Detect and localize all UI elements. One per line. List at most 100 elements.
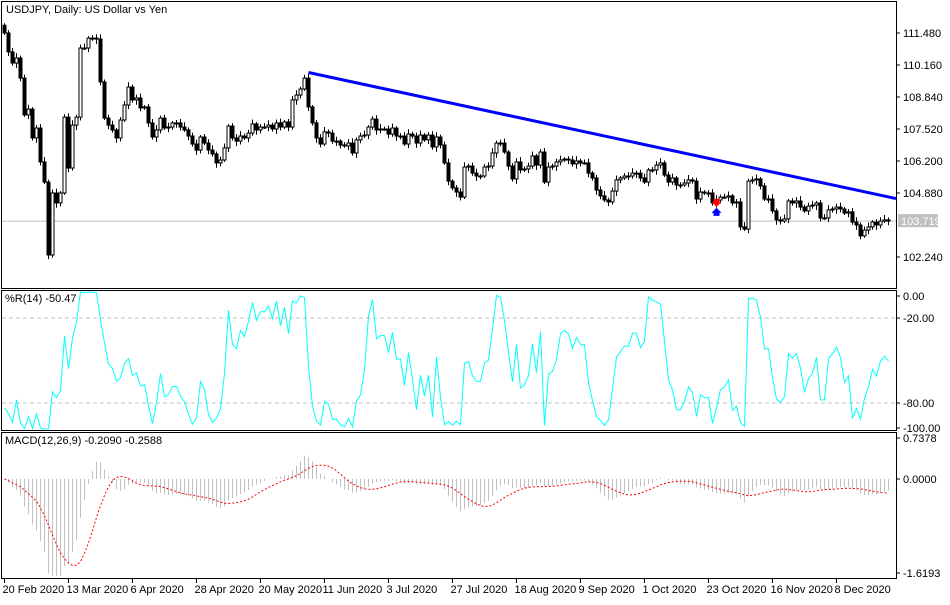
bear-candle-body	[818, 202, 823, 219]
bull-candle-body	[322, 131, 327, 145]
candle	[506, 150, 511, 171]
candle	[534, 153, 539, 170]
bull-candle-body	[334, 140, 339, 143]
bull-candle-body	[654, 164, 659, 171]
candle	[130, 84, 135, 103]
candle	[290, 96, 295, 130]
bull-candle-body	[630, 172, 635, 177]
bull-candle-body	[882, 219, 887, 222]
candle	[178, 119, 183, 131]
bull-candle-body	[274, 122, 279, 130]
candle	[34, 125, 39, 143]
bull-candle-body	[822, 217, 827, 220]
candle	[206, 139, 211, 155]
candle	[314, 120, 319, 143]
macd-title: MACD(12,26,9) -0.2090 -0.2588	[5, 435, 162, 447]
bull-candle-body	[650, 169, 655, 172]
bear-candle-body	[190, 135, 195, 145]
time-axis-label: 16 Nov 2020	[771, 584, 833, 596]
candle	[610, 187, 615, 205]
candle	[118, 117, 123, 142]
bull-candle-body	[126, 86, 131, 106]
candle	[414, 132, 419, 148]
candle	[638, 169, 643, 182]
candle	[526, 162, 531, 174]
bull-candle-body	[170, 122, 175, 128]
bear-candle-body	[774, 210, 779, 221]
current-price-value: 103.719	[901, 216, 941, 228]
candle	[410, 131, 415, 139]
bear-candle-body	[542, 151, 547, 183]
candle	[494, 140, 499, 158]
wpr-panel[interactable]	[1, 290, 897, 431]
candle	[546, 162, 551, 187]
bear-candle-body	[802, 206, 807, 212]
candle	[418, 130, 423, 147]
candle	[306, 73, 311, 112]
wpr-axis-label: -100.00	[903, 423, 940, 435]
bull-candle-body	[154, 129, 159, 138]
candle	[294, 90, 299, 105]
candle	[722, 193, 727, 200]
bear-candle-body	[674, 177, 679, 186]
bear-candle-body	[234, 137, 239, 142]
candle	[242, 133, 247, 140]
macd-panel[interactable]	[1, 432, 897, 579]
candle	[346, 139, 351, 151]
candle	[366, 125, 371, 140]
candle	[30, 107, 35, 141]
candle	[66, 113, 71, 173]
bear-candle-body	[590, 172, 595, 179]
bull-candle-body	[134, 97, 139, 101]
bull-candle-body	[706, 192, 711, 195]
candle	[502, 138, 507, 154]
candle	[438, 134, 443, 149]
bear-candle-body	[394, 127, 399, 137]
bull-candle-body	[626, 175, 631, 178]
bear-candle-body	[6, 32, 11, 53]
bear-candle-body	[138, 97, 143, 109]
candle	[422, 133, 427, 142]
time-axis-label: 20 Feb 2020	[3, 584, 65, 596]
bull-candle-body	[514, 161, 519, 180]
candle	[170, 120, 175, 130]
candle	[222, 143, 227, 162]
bull-candle-body	[686, 179, 691, 184]
bear-candle-body	[270, 124, 275, 130]
bull-candle-body	[70, 124, 75, 169]
candle	[826, 205, 831, 223]
bull-candle-body	[58, 192, 63, 204]
bear-candle-body	[42, 161, 47, 183]
candle	[542, 148, 547, 185]
candle	[646, 168, 651, 187]
candle	[390, 123, 395, 137]
bull-candle-body	[538, 151, 543, 166]
bear-candle-body	[458, 191, 463, 198]
candle	[746, 178, 751, 234]
bull-candle-body	[482, 166, 487, 177]
candle	[190, 132, 195, 147]
candle	[182, 122, 187, 132]
candle	[26, 104, 31, 120]
bear-candle-body	[450, 180, 455, 189]
candle	[634, 170, 639, 178]
candle	[82, 43, 87, 50]
bull-candle-body	[562, 158, 567, 161]
bull-candle-body	[250, 123, 255, 134]
bear-candle-body	[242, 135, 247, 139]
candle	[622, 173, 627, 180]
main-price-panel[interactable]	[1, 1, 897, 289]
bear-candle-body	[638, 172, 643, 179]
time-axis-label: 6 Apr 2020	[131, 584, 184, 596]
wpr-line	[4, 291, 889, 430]
candle	[522, 166, 527, 172]
bear-candle-body	[430, 134, 435, 148]
candle	[250, 119, 255, 136]
bear-candle-body	[770, 198, 775, 212]
candle	[734, 199, 739, 208]
bear-candle-body	[194, 143, 199, 151]
bull-candle-body	[258, 126, 263, 131]
bear-candle-body	[446, 162, 451, 182]
bear-candle-body	[694, 180, 699, 200]
